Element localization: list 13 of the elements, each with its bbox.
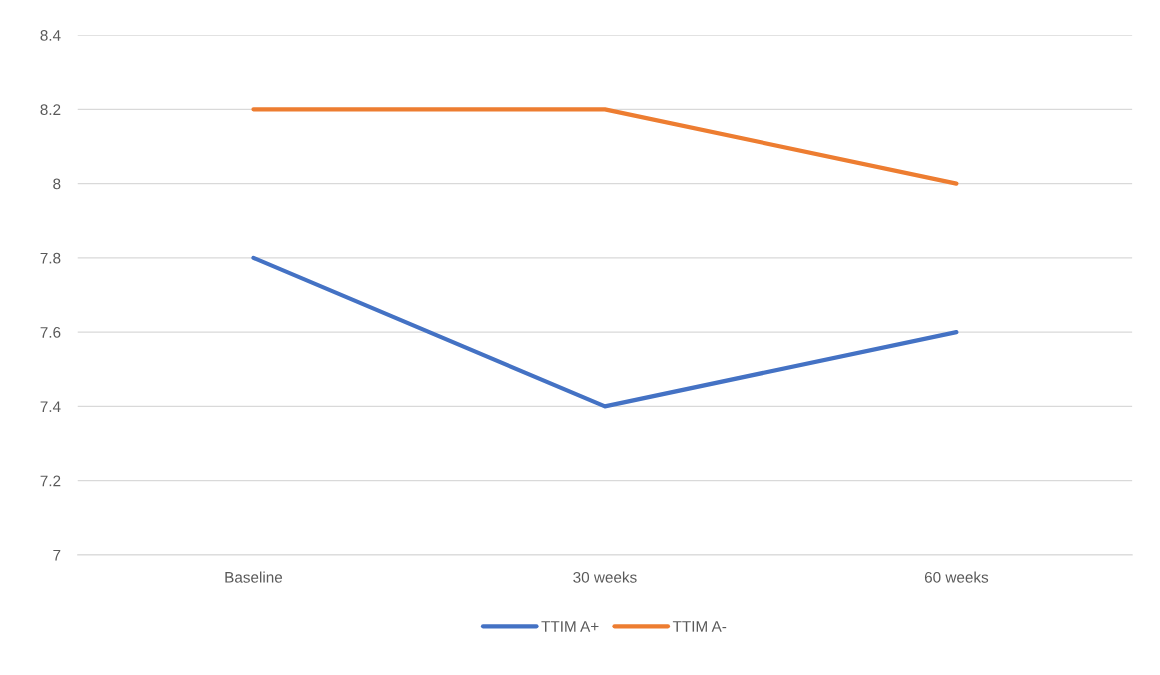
y-tick-label: 7.6 [40, 326, 61, 338]
y-tick-label: 7.4 [40, 401, 61, 412]
legend-label: TTIM A- [672, 621, 727, 632]
x-tick-label: Baseline [225, 571, 283, 583]
y-tick-label: 8.4 [40, 29, 61, 41]
x-tick-label: 60 weeks [924, 571, 989, 583]
y-tick-label: 7.2 [40, 475, 61, 487]
y-tick-label: 7 [53, 549, 61, 561]
x-tick-label: 30 weeks [573, 571, 637, 583]
y-tick-label: 8.2 [40, 104, 61, 116]
legend-label: TTIM A+ [541, 621, 599, 632]
y-tick-label: 8 [53, 178, 61, 190]
y-tick-label: 7.8 [40, 252, 61, 264]
